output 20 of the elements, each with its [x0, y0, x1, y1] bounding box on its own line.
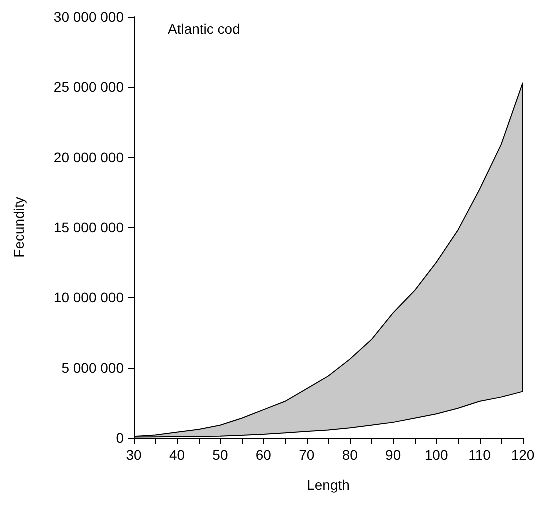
x-tick-label: 100: [424, 447, 448, 463]
y-tick-label: 30 000 000: [54, 9, 124, 25]
y-tick-label: 25 000 000: [54, 79, 124, 96]
y-axis-title: Fecundity: [11, 197, 27, 258]
x-tick-label: 50: [212, 447, 228, 463]
y-tick-label: 15 000 000: [54, 220, 124, 236]
y-tick-label: 10 000 000: [54, 290, 124, 306]
y-tick-label: 5 000 000: [62, 360, 124, 376]
x-tick-label: 30: [126, 447, 142, 463]
x-tick-label: 110: [468, 447, 492, 463]
x-tick-label: 60: [256, 447, 272, 463]
x-axis-title: Length: [307, 477, 350, 493]
x-tick-label: 90: [386, 447, 402, 463]
y-tick-label: 0: [116, 430, 124, 446]
x-tick-label: 70: [299, 447, 315, 463]
x-tick-label: 120: [511, 447, 535, 463]
annotation: Atlantic cod: [168, 21, 240, 37]
x-tick-label: 40: [169, 447, 186, 463]
x-tick-label: 80: [342, 447, 358, 463]
y-tick-label: 20 000 000: [54, 149, 124, 166]
